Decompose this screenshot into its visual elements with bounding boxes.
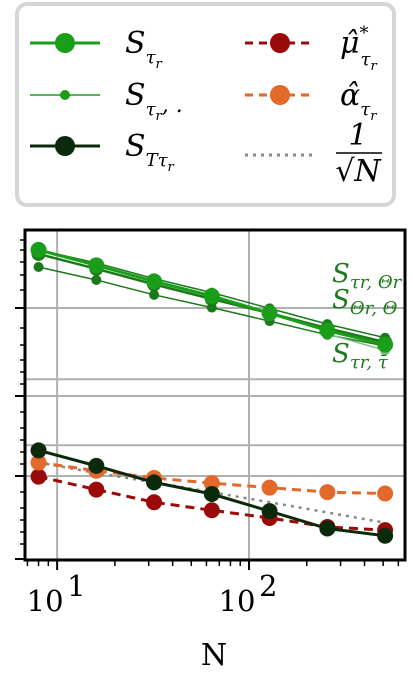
series-s-tau-point — [261, 305, 278, 322]
series-alpha-hat-point — [30, 454, 47, 471]
series-s-t-tau-point — [88, 457, 105, 474]
x-tick-label: 10 — [219, 584, 256, 618]
series-s-tau — [30, 241, 394, 353]
series-mu-hat-point — [88, 481, 105, 498]
series-s-tau-point — [203, 288, 220, 304]
series-s-tau-point — [88, 257, 105, 274]
legend-marker — [55, 33, 75, 53]
series-s-t-tau — [30, 442, 394, 544]
legend-frame — [15, 2, 396, 207]
legend-marker — [60, 90, 70, 100]
legend-frac-den: √N — [335, 154, 382, 189]
legend-marker — [270, 33, 290, 53]
series-mu-hat-point — [203, 502, 220, 519]
series-s-tau-taubar-point — [33, 262, 44, 273]
y-ticks — [15, 239, 25, 560]
legend-frac-num: 1 — [348, 118, 367, 153]
series-s-t-tau-point — [146, 474, 163, 491]
x-axis-label: N — [201, 638, 227, 673]
series-s-t-tau-point — [261, 503, 278, 520]
x-tick-label: 10 — [27, 584, 64, 618]
series-light-green-line — [327, 333, 386, 352]
series-mu-hat-point — [30, 468, 47, 485]
series-alpha-hat-point — [261, 479, 278, 496]
series-s-tau-taubar-point — [91, 274, 102, 285]
legend-marker — [270, 85, 290, 105]
series-alpha-hat-point — [319, 484, 336, 501]
series-mu-hat-point — [146, 494, 163, 511]
legend-marker — [55, 136, 75, 156]
series-s-tau-point — [377, 336, 394, 353]
series-s-t-tau-point — [203, 486, 220, 502]
legend-item-5: 1√N — [245, 118, 382, 189]
series-s-tau-point — [30, 241, 47, 258]
grid — [25, 230, 405, 560]
series-alpha-hat-point — [377, 485, 394, 502]
x-tick-exponent: 2 — [259, 569, 277, 603]
x-tick-exponent: 1 — [67, 569, 85, 603]
series-s-tau-point — [146, 273, 163, 290]
series-s-tau-taubar-point — [149, 289, 160, 300]
series-s-t-tau-point — [377, 527, 394, 544]
series-s-t-tau-point — [30, 442, 47, 459]
series-s-tau-point — [319, 322, 336, 339]
series-s-t-tau-point — [319, 520, 336, 537]
x-ticks — [26, 560, 400, 570]
